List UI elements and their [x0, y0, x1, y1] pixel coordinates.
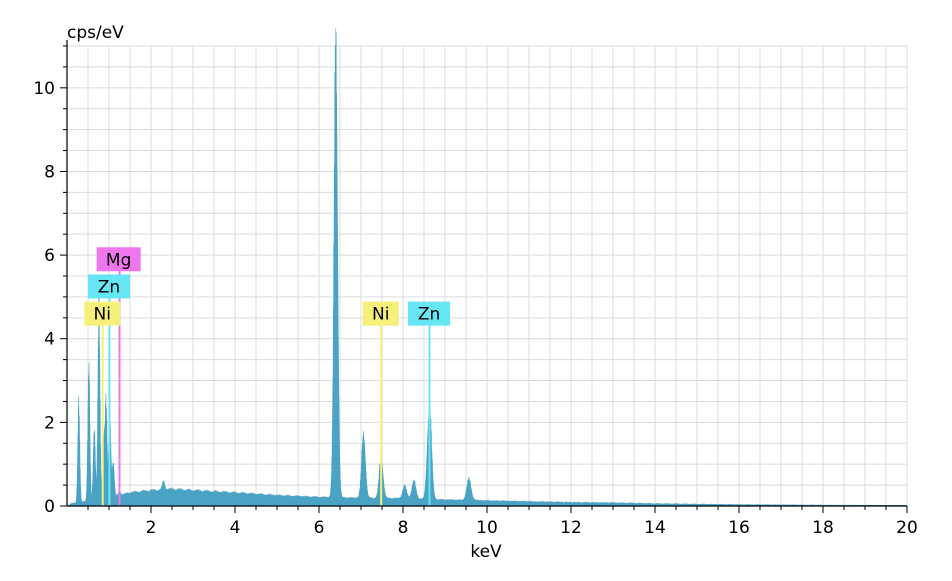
axes: 2 4 6 8 10 12 14 16 18 20 0 2 4 6 8 10 [33, 40, 918, 538]
y-tick-label: 10 [33, 79, 55, 99]
element-label-box [88, 274, 130, 299]
element-label-box [84, 301, 121, 326]
element-label-zn: Zn [418, 305, 440, 325]
x-tick-label: 12 [560, 518, 582, 538]
x-tick-label: 4 [230, 518, 241, 538]
element-markers: Mg Zn Ni Ni Zn [84, 247, 451, 506]
x-tick-label: 2 [146, 518, 157, 538]
element-label-box [362, 301, 399, 326]
x-tick-label: 20 [896, 518, 918, 538]
spectrum-layer [68, 28, 908, 507]
element-label-zn: Zn [98, 277, 120, 297]
x-tick-label: 18 [812, 518, 834, 538]
y-tick-label: 4 [44, 330, 55, 350]
x-tick-label: 8 [398, 518, 409, 538]
x-tick-label: 16 [728, 518, 750, 538]
y-tick-label: 0 [44, 497, 55, 517]
x-tick-label: 14 [644, 518, 666, 538]
element-label-ni: Ni [372, 305, 389, 325]
x-tick-label: 6 [314, 518, 325, 538]
y-tick-label: 6 [44, 246, 55, 266]
element-label-mg: Mg [106, 250, 131, 270]
y-axis-title: cps/eV [67, 23, 124, 43]
element-label-box [96, 247, 141, 272]
element-label-box [408, 301, 451, 326]
spectrum-area [68, 28, 908, 507]
grid [67, 45, 908, 506]
y-tick-label: 8 [44, 162, 55, 182]
x-tick-label: 10 [476, 518, 498, 538]
x-axis-title: keV [470, 542, 502, 562]
element-label-ni: Ni [94, 305, 111, 325]
y-tick-label: 2 [44, 413, 55, 433]
